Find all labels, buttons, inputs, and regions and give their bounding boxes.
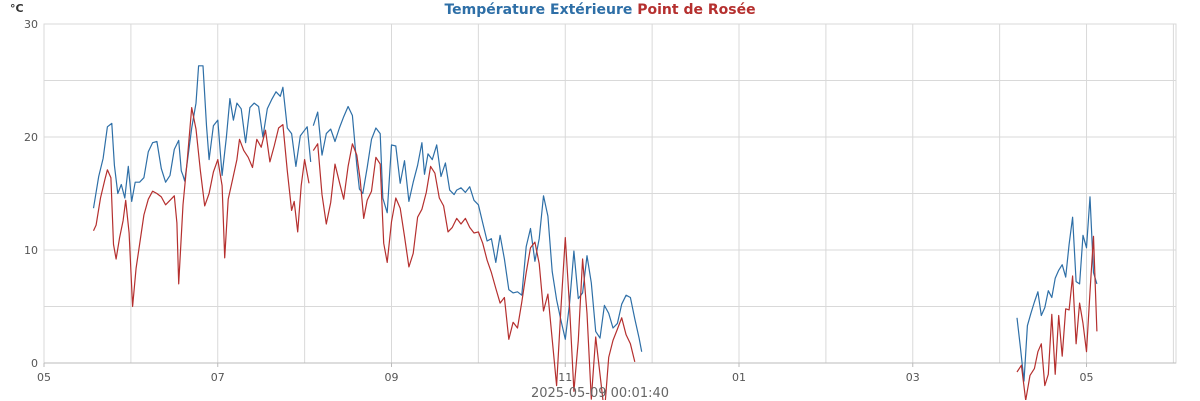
x-tick-label: 09: [385, 371, 399, 384]
x-tick-label: 05: [37, 371, 51, 384]
y-tick-label: 10: [24, 244, 38, 257]
series-line: [1016, 235, 1098, 400]
series-line: [1016, 196, 1098, 382]
series-line: [312, 105, 643, 352]
grid: [43, 23, 1176, 364]
series-line: [92, 107, 310, 308]
legend-temperature[interactable]: Température Extérieure: [444, 2, 633, 18]
y-tick-label: 20: [24, 131, 38, 144]
y-tick-label: 0: [31, 357, 38, 370]
x-tick-label: 05: [1080, 371, 1094, 384]
series-line: [92, 65, 312, 209]
chart-title: Température Extérieure Point de Rosée: [0, 2, 1200, 18]
x-tick-label: 03: [906, 371, 920, 384]
x-tick-label: 01: [732, 371, 746, 384]
series-line: [312, 143, 636, 400]
legend-dew-point[interactable]: Point de Rosée: [637, 2, 756, 18]
y-axis-unit: °C: [10, 2, 24, 15]
series-dew-point: [92, 107, 1098, 400]
x-tick-label: 07: [211, 371, 225, 384]
x-tick-label: 11: [558, 371, 572, 384]
series-temperature: [92, 65, 1098, 382]
y-tick-label: 30: [24, 18, 38, 31]
timestamp-label: 2025-05-09 00:01:40: [530, 386, 670, 401]
